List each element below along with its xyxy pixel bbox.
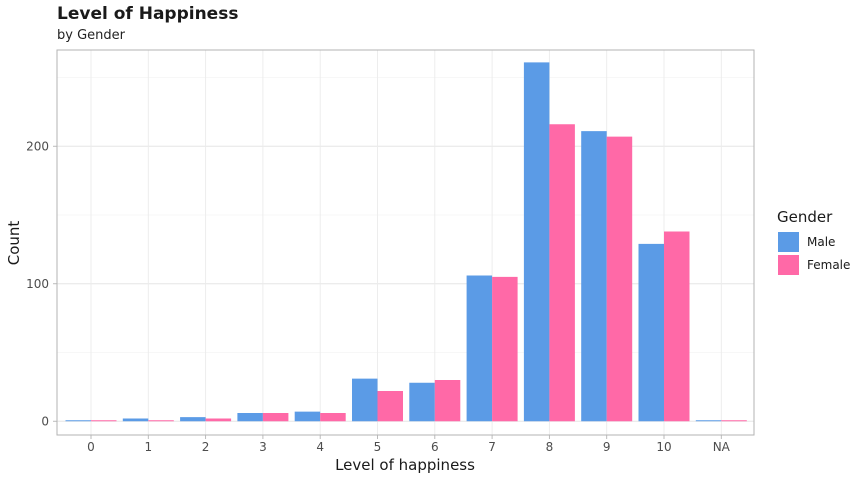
x-tick-label: 5 [374,440,382,454]
x-tick-label: 2 [202,440,210,454]
bar-female-NA [721,420,747,422]
bar-male-4 [294,411,321,422]
y-axis-title: Count [5,221,23,266]
bar-female-1 [148,420,174,422]
bar-male-8 [523,62,550,422]
legend-label-male: Male [807,235,835,249]
bar-female-6 [434,380,461,422]
legend-swatch-male [778,232,799,252]
bar-male-0 [65,420,91,422]
legend-title: Gender [777,208,833,226]
bar-female-2 [205,418,232,422]
bar-female-8 [549,124,575,422]
x-tick-label: 4 [316,440,324,454]
bar-male-6 [409,382,435,422]
bar-male-1 [122,418,149,422]
bar-female-5 [377,391,403,422]
x-axis-ticks: 0 1 2 3 4 5 6 7 8 9 10 NA [87,435,731,454]
bar-female-3 [262,413,289,422]
plot-panel-border [56,49,755,436]
bar-male-7 [466,275,493,422]
x-tick-label: 0 [87,440,95,454]
x-axis-title: Level of happiness [335,456,475,474]
bar-male-10 [638,243,664,422]
bar-male-2 [180,417,206,422]
bar-female-7 [492,276,518,422]
y-tick-label: 100 [26,277,49,291]
y-axis-ticks: 0 100 200 [26,139,57,428]
chart-subtitle: by Gender [57,28,125,43]
y-tick-label: 0 [41,414,49,428]
bar-male-9 [581,131,607,422]
bar-female-10 [664,231,690,422]
x-tick-label: NA [713,440,731,454]
x-tick-label: 8 [546,440,554,454]
bar-male-NA [695,420,722,422]
x-tick-label: 7 [488,440,496,454]
y-tick-label: 200 [26,139,49,153]
bar-female-0 [91,420,117,422]
x-tick-label: 9 [603,440,611,454]
bar-male-3 [237,413,263,422]
legend: Gender Male Female [777,208,850,275]
bar-female-4 [320,413,346,422]
x-tick-label: 1 [144,440,152,454]
legend-label-female: Female [807,258,850,272]
bar-male-5 [352,378,378,422]
x-tick-label: 10 [656,440,671,454]
x-tick-label: 6 [431,440,439,454]
bar-female-9 [606,136,633,422]
chart-title: Level of Happiness [57,4,239,24]
legend-swatch-female [778,255,799,275]
bars [65,62,747,422]
x-tick-label: 3 [259,440,267,454]
